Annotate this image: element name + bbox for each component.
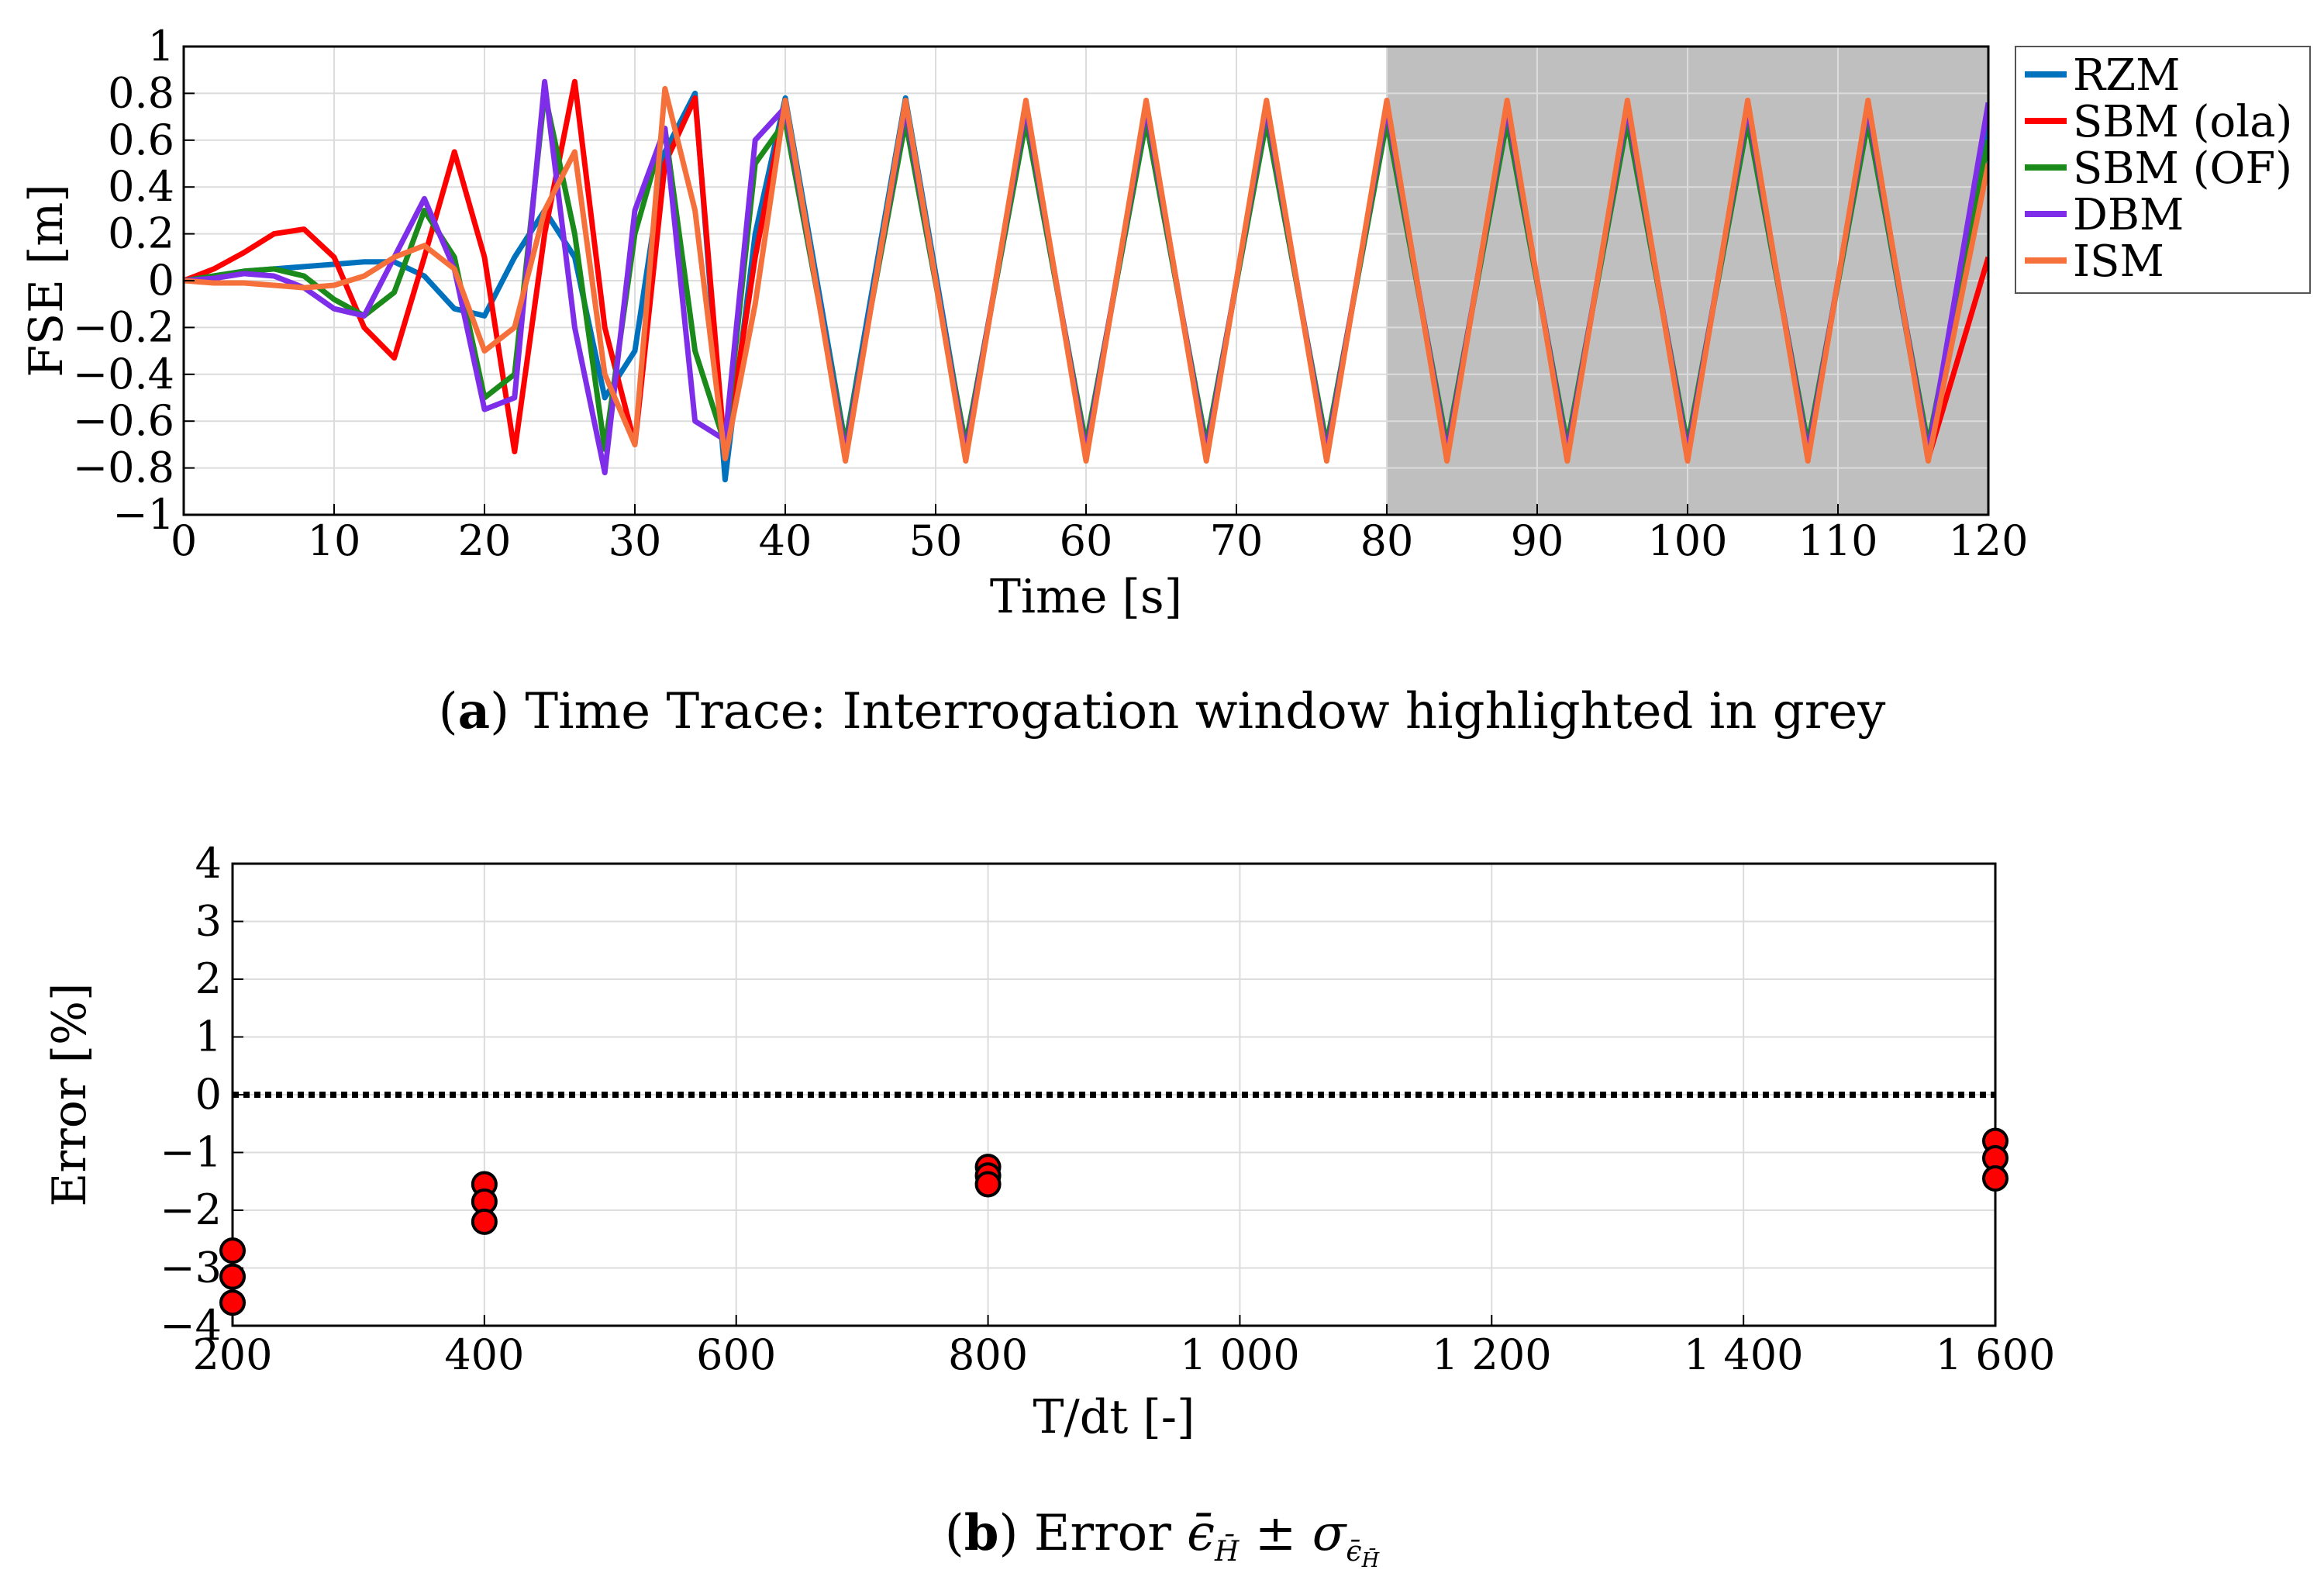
y-tick-label: 4	[195, 839, 222, 888]
caption-b: (b) Error ϵ̄H̄ ± σϵ̄H̄	[944, 1504, 1380, 1572]
y-tick-label: −3	[160, 1244, 222, 1292]
x-tick-label: 200	[192, 1330, 272, 1379]
data-point	[219, 1237, 246, 1265]
x-tick-label: 1 600	[1936, 1330, 2056, 1379]
y-tick-label: −1	[160, 1128, 222, 1177]
data-point	[974, 1171, 1002, 1198]
x-tick-label: 120	[1948, 516, 2028, 565]
x-tick-label: 800	[948, 1330, 1028, 1379]
caption-a-text: Time Trace: Interrogation window highlig…	[525, 683, 1886, 740]
error-chart: 200 400 600 800 1 000 1 200 1 400 1 600 −4 −3 −2 −1…	[43, 839, 2056, 1444]
x-tick-label: 100	[1647, 516, 1727, 565]
x-tick-label: 400	[444, 1330, 524, 1379]
caption-b-sigma-sub: ϵ̄	[1346, 1535, 1362, 1568]
x-tick-label: 110	[1798, 516, 1877, 565]
caption-a: (a) Time Trace: Interrogation window hig…	[438, 682, 1886, 740]
data-point	[219, 1289, 246, 1316]
y-tick-label: −0.4	[73, 350, 174, 398]
y-tick-label: −0.6	[73, 396, 174, 445]
x-tick-label: 1 400	[1684, 1330, 1804, 1379]
caption-a-label: a	[457, 682, 491, 740]
y-tick-label: −1	[112, 490, 174, 539]
legend-label: RZM	[2073, 50, 2180, 101]
caption-b-pm: ±	[1254, 1505, 1297, 1562]
x-tick-label: 0	[171, 516, 197, 565]
data-point	[219, 1263, 246, 1290]
x-axis-label: T/dt [-]	[1033, 1390, 1195, 1444]
x-tick-label: 80	[1360, 516, 1414, 565]
y-tick-label: 1	[195, 1013, 222, 1061]
y-tick-label: 2	[195, 954, 222, 1003]
y-tick-label: −4	[160, 1301, 222, 1350]
y-tick-label: −0.2	[73, 302, 174, 351]
x-tick-label: 20	[458, 516, 512, 565]
y-axis-label: FSE [m]	[19, 184, 74, 377]
x-tick-label: 1 000	[1180, 1330, 1300, 1379]
x-tick-label: 90	[1511, 516, 1564, 565]
x-tick-label: 1 200	[1432, 1330, 1552, 1379]
y-tick-label: −2	[160, 1185, 222, 1234]
data-point	[471, 1208, 498, 1235]
legend-label: DBM	[2073, 190, 2184, 240]
x-tick-label: 600	[696, 1330, 776, 1379]
x-tick-label: 40	[759, 516, 812, 565]
x-tick-label: 60	[1060, 516, 1113, 565]
legend-label: ISM	[2073, 236, 2164, 287]
caption-b-sigma: σ	[1312, 1505, 1346, 1562]
y-tick-label: 0.4	[108, 162, 174, 211]
y-tick-label: 1	[148, 22, 174, 71]
y-tick-label: 3	[195, 897, 222, 946]
caption-b-epsilon-sub: H̄	[1214, 1535, 1240, 1568]
time-trace-chart: 0 10 20 30 40 50 60 70 80 90 100 110 120−1−0.8−0.6−0…	[19, 22, 2311, 624]
series-line-ism	[184, 85, 1988, 464]
x-tick-label: 10	[308, 516, 361, 565]
y-axis-label: Error [%]	[43, 983, 97, 1207]
x-tick-label: 50	[909, 516, 963, 565]
legend-label: SBM (OF)	[2073, 143, 2292, 194]
x-axis-label: Time [s]	[990, 570, 1182, 624]
legend-label: SBM (ola)	[2073, 97, 2292, 147]
x-tick-label: 70	[1210, 516, 1264, 565]
y-tick-label: 0	[148, 256, 174, 305]
caption-b-epsilon: ϵ̄	[1187, 1505, 1215, 1562]
caption-b-text: Error	[1033, 1505, 1171, 1562]
y-tick-label: −0.8	[73, 443, 174, 492]
y-tick-label: 0.8	[108, 68, 174, 117]
y-tick-label: 0.2	[108, 209, 174, 258]
x-tick-label: 30	[609, 516, 662, 565]
y-tick-label: 0.6	[108, 116, 174, 164]
caption-b-label: b	[964, 1504, 999, 1562]
caption-b-sigma-subsub: H̄	[1361, 1548, 1380, 1572]
y-tick-label: 0	[195, 1070, 222, 1119]
data-point	[1982, 1165, 2009, 1192]
